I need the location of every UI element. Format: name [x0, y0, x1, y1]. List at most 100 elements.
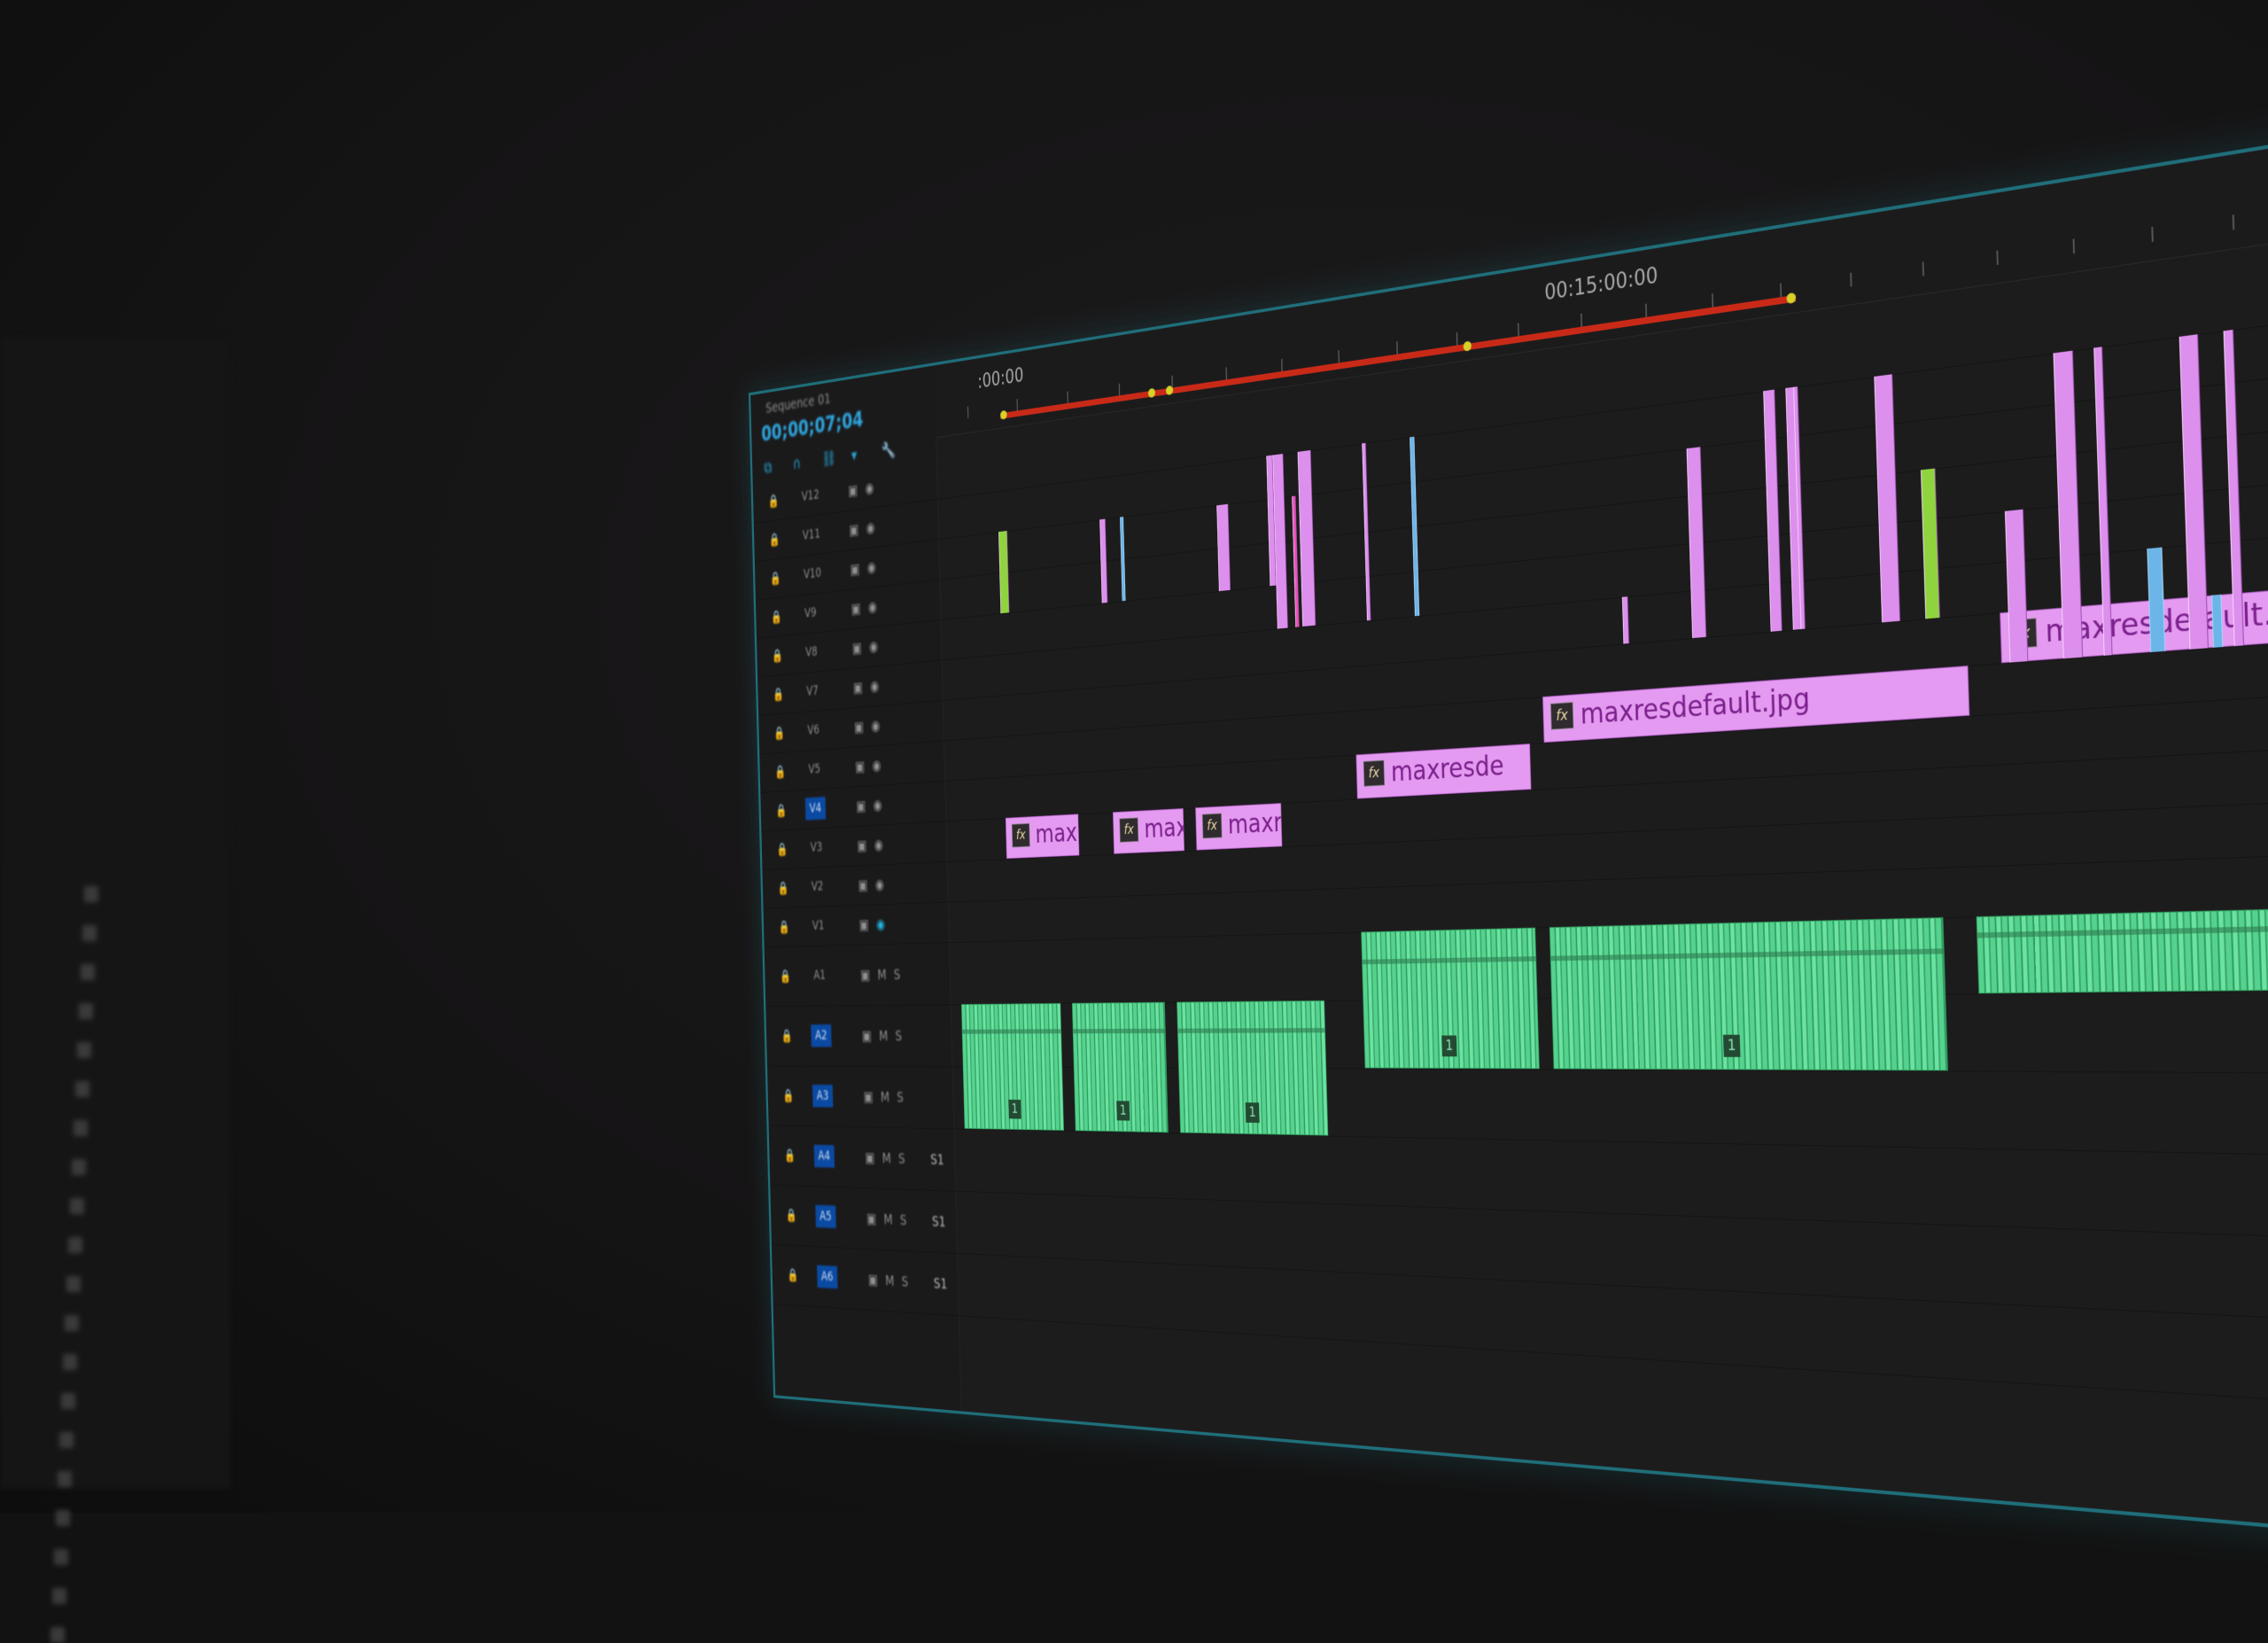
- track-label[interactable]: V8: [805, 643, 818, 660]
- lock-icon[interactable]: 🔒: [779, 969, 791, 985]
- eye-icon[interactable]: ◉: [875, 915, 886, 933]
- wrench-icon[interactable]: 🔧: [881, 440, 897, 461]
- lock-icon[interactable]: 🔒: [781, 1028, 793, 1044]
- video-clip[interactable]: fx maxre: [1195, 803, 1283, 851]
- sync-lock-icon[interactable]: ▣: [850, 559, 860, 579]
- panel-button[interactable]: [75, 1081, 89, 1097]
- eye-icon[interactable]: ◉: [873, 796, 882, 814]
- solo-button[interactable]: S: [895, 1026, 903, 1045]
- track-label[interactable]: V5: [808, 761, 821, 777]
- track-label[interactable]: A6: [817, 1265, 838, 1289]
- mute-button[interactable]: M: [884, 1271, 895, 1289]
- track-label[interactable]: V3: [810, 839, 823, 855]
- panel-button[interactable]: [84, 886, 98, 902]
- mute-button[interactable]: M: [877, 965, 887, 984]
- solo-button[interactable]: S: [893, 965, 901, 983]
- panel-button[interactable]: [50, 1627, 65, 1643]
- sync-lock-icon[interactable]: ▣: [848, 480, 858, 500]
- track-label[interactable]: V1: [812, 917, 825, 933]
- lock-icon[interactable]: 🔒: [778, 919, 790, 935]
- sync-lock-icon[interactable]: ▣: [858, 876, 868, 894]
- solo-button[interactable]: S: [897, 1149, 905, 1167]
- lock-icon[interactable]: 🔒: [768, 532, 781, 549]
- panel-button[interactable]: [65, 1315, 79, 1331]
- mute-button[interactable]: M: [882, 1149, 891, 1167]
- nest-icon[interactable]: ⧉: [764, 458, 773, 478]
- eye-icon[interactable]: ◉: [869, 676, 880, 695]
- solo-button[interactable]: S: [901, 1272, 909, 1290]
- panel-button[interactable]: [54, 1549, 68, 1565]
- eye-icon[interactable]: ◉: [867, 597, 878, 616]
- sync-lock-icon[interactable]: ▣: [852, 678, 864, 697]
- add-marker-icon[interactable]: ▾: [850, 446, 858, 465]
- sync-lock-icon[interactable]: ▣: [866, 1210, 877, 1227]
- track-label[interactable]: A3: [812, 1084, 834, 1108]
- panel-button[interactable]: [63, 1354, 77, 1370]
- track-label[interactable]: V10: [803, 565, 822, 582]
- eye-icon[interactable]: ◉: [874, 836, 884, 853]
- lock-icon[interactable]: 🔒: [785, 1208, 797, 1224]
- panel-button[interactable]: [58, 1471, 72, 1487]
- sync-lock-icon[interactable]: ▣: [859, 966, 871, 984]
- lock-icon[interactable]: 🔒: [777, 881, 789, 896]
- track-label[interactable]: V2: [811, 878, 824, 894]
- lock-icon[interactable]: 🔒: [767, 493, 780, 510]
- lock-icon[interactable]: 🔒: [771, 648, 783, 664]
- panel-button[interactable]: [74, 1120, 88, 1136]
- lock-icon[interactable]: 🔒: [775, 803, 788, 819]
- track-label[interactable]: V7: [806, 682, 819, 699]
- panel-button[interactable]: [77, 1042, 91, 1058]
- lock-icon[interactable]: 🔒: [783, 1148, 796, 1164]
- lock-icon[interactable]: 🔒: [776, 842, 788, 858]
- lock-icon[interactable]: 🔒: [770, 609, 782, 626]
- panel-button[interactable]: [52, 1588, 66, 1604]
- sync-lock-icon[interactable]: ▣: [854, 757, 866, 775]
- track-label[interactable]: A1: [813, 967, 827, 983]
- work-area-marker[interactable]: [1147, 387, 1156, 399]
- eye-icon[interactable]: ◉: [866, 518, 875, 537]
- solo-button[interactable]: S: [899, 1211, 907, 1229]
- eye-icon[interactable]: ◉: [872, 756, 882, 775]
- eye-icon[interactable]: ◉: [874, 876, 885, 893]
- eye-icon[interactable]: ◉: [866, 557, 877, 577]
- eye-icon[interactable]: ◉: [868, 637, 879, 656]
- panel-button[interactable]: [70, 1198, 84, 1214]
- lock-icon[interactable]: 🔒: [787, 1267, 799, 1283]
- lock-icon[interactable]: 🔒: [769, 570, 781, 587]
- lock-icon[interactable]: 🔒: [774, 764, 787, 780]
- panel-button[interactable]: [61, 1393, 75, 1409]
- mute-button[interactable]: M: [880, 1087, 890, 1106]
- track-label[interactable]: V4: [804, 797, 827, 821]
- panel-button[interactable]: [79, 1003, 93, 1019]
- track-label[interactable]: A5: [815, 1204, 836, 1228]
- track-label[interactable]: V11: [802, 526, 821, 543]
- sync-lock-icon[interactable]: ▣: [863, 1087, 874, 1105]
- mute-button[interactable]: M: [878, 1026, 889, 1045]
- panel-button[interactable]: [59, 1432, 74, 1448]
- video-clip[interactable]: fx maxi: [1112, 808, 1184, 854]
- track-label[interactable]: V6: [807, 721, 820, 738]
- audio-clip[interactable]: 1: [1071, 1001, 1169, 1133]
- sync-lock-icon[interactable]: ▣: [849, 520, 859, 539]
- work-area-marker[interactable]: [1786, 292, 1797, 305]
- audio-clip[interactable]: 1: [960, 1002, 1064, 1131]
- lock-icon[interactable]: 🔒: [773, 687, 784, 703]
- sync-lock-icon[interactable]: ▣: [861, 1026, 873, 1045]
- lock-icon[interactable]: 🔒: [782, 1088, 795, 1103]
- panel-button[interactable]: [72, 1159, 86, 1175]
- mute-button[interactable]: M: [883, 1210, 893, 1228]
- sync-lock-icon[interactable]: ▣: [867, 1270, 879, 1289]
- video-clip[interactable]: fx max: [1005, 814, 1080, 860]
- track-label[interactable]: A4: [813, 1144, 835, 1168]
- sync-lock-icon[interactable]: ▣: [850, 599, 861, 618]
- video-clip-thin[interactable]: [1216, 503, 1231, 592]
- sync-lock-icon[interactable]: ▣: [856, 797, 866, 815]
- track-label[interactable]: V12: [801, 487, 819, 504]
- audio-clip[interactable]: 1: [1177, 1000, 1329, 1136]
- eye-icon[interactable]: ◉: [865, 479, 874, 497]
- audio-clip[interactable]: 1: [1549, 917, 1948, 1071]
- panel-button[interactable]: [66, 1276, 81, 1292]
- sync-lock-icon[interactable]: ▣: [858, 915, 869, 933]
- panel-button[interactable]: [82, 925, 97, 941]
- panel-button[interactable]: [81, 964, 95, 980]
